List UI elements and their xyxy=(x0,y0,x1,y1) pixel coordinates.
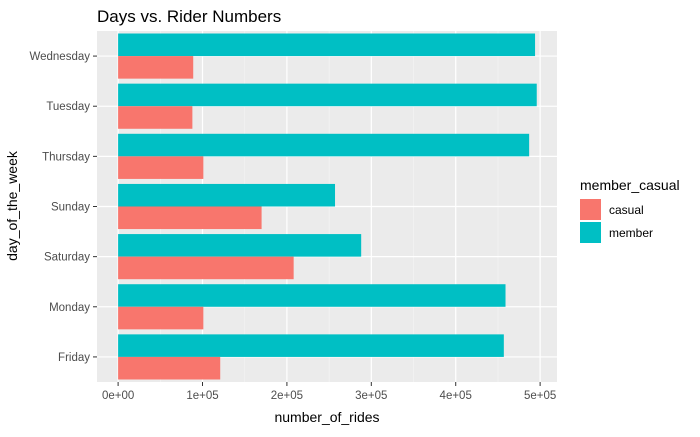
bar-member xyxy=(118,133,530,157)
y-tick-label: Sunday xyxy=(51,202,90,214)
legend-key-casual xyxy=(580,199,601,220)
x-tick-label: 4e+05 xyxy=(440,390,472,402)
bar-casual xyxy=(118,356,221,380)
chart-title: Days vs. Rider Numbers xyxy=(97,7,281,26)
bar-casual xyxy=(118,106,193,129)
bars-layer xyxy=(118,33,537,380)
y-axis: Wednesday Tuesday Thursday Sunday Saturday Mo… xyxy=(29,51,97,364)
bar-member xyxy=(118,83,537,107)
y-tick-label: Thursday xyxy=(42,151,90,163)
y-tick-label: Friday xyxy=(58,352,90,364)
x-tick-label: 5e+05 xyxy=(524,390,556,402)
x-tick-label: 1e+05 xyxy=(186,390,218,402)
bar-casual xyxy=(118,156,204,179)
bar-member xyxy=(118,234,362,257)
bar-casual xyxy=(118,256,294,280)
legend: member_casual casual member xyxy=(580,177,680,243)
bar-casual xyxy=(118,306,204,330)
legend-items: casual member xyxy=(580,199,653,243)
bar-casual xyxy=(118,206,262,230)
legend-title: member_casual xyxy=(580,177,680,193)
x-tick-label: 2e+05 xyxy=(271,390,303,402)
y-axis-label: day_of_the_week xyxy=(4,150,20,261)
x-axis-label: number_of_rides xyxy=(274,409,379,425)
bar-member xyxy=(118,183,336,207)
y-tick-label: Wednesday xyxy=(29,51,90,63)
y-tick-label: Monday xyxy=(49,302,90,314)
legend-label-member: member xyxy=(609,226,653,240)
x-tick-label: 0e+00 xyxy=(102,390,134,402)
legend-label-casual: casual xyxy=(609,203,644,217)
x-axis: 0e+00 1e+05 2e+05 3e+05 4e+05 5e+05 xyxy=(102,382,556,402)
y-tick-label: Saturday xyxy=(44,252,90,264)
bar-member xyxy=(118,284,506,307)
x-tick-label: 3e+05 xyxy=(355,390,387,402)
bar-member xyxy=(118,33,536,57)
legend-key-member xyxy=(580,222,601,243)
y-tick-label: Tuesday xyxy=(46,101,90,113)
bar-member xyxy=(118,334,504,357)
bar-casual xyxy=(118,56,194,79)
